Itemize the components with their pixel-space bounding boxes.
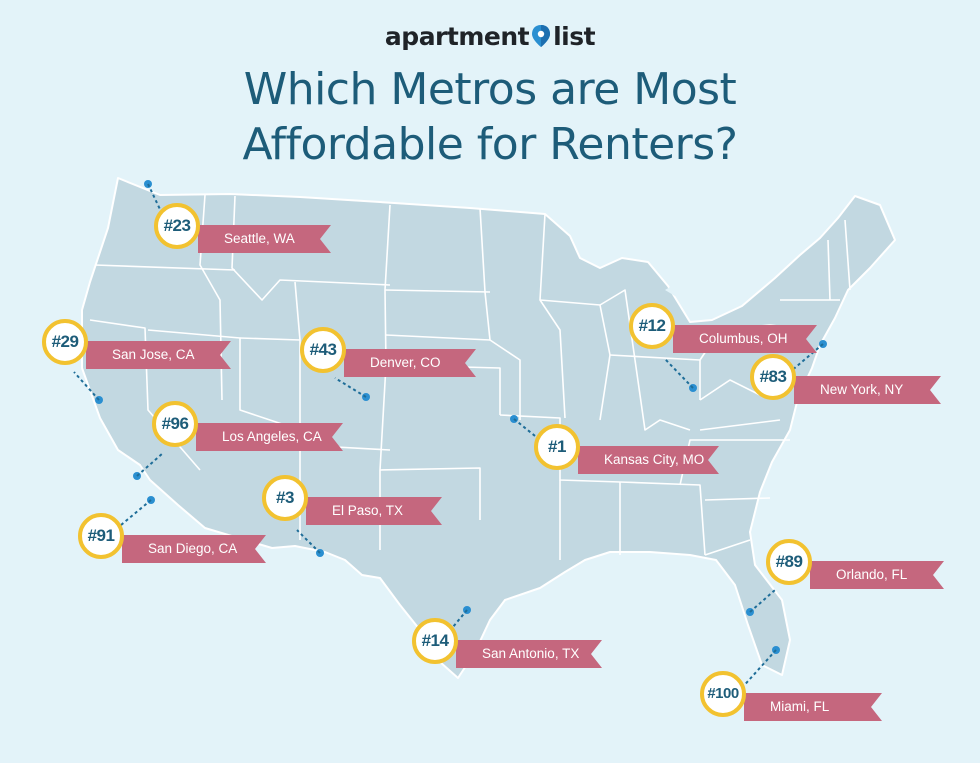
city-label: Los Angeles, CA [196, 423, 343, 451]
page-title-line1: Which Metros are Most [243, 64, 737, 115]
rank-circle: #12 [629, 303, 675, 349]
leader-san-jose [73, 371, 100, 401]
leader-lines [73, 183, 824, 691]
apartment-list-logo: apartment list [0, 22, 980, 51]
map-pin-icon [532, 25, 551, 47]
city-label: New York, NY [794, 376, 941, 404]
leader-miami [739, 649, 777, 691]
rank-circle: #1 [534, 424, 580, 470]
rank-circle: #29 [42, 319, 88, 365]
leader-new-york [789, 343, 824, 373]
rank-circle: #23 [154, 203, 200, 249]
rank-circle: #91 [78, 513, 124, 559]
city-label: El Paso, TX [306, 497, 442, 525]
rank-circle: #100 [700, 671, 746, 717]
city-label: Columbus, OH [673, 325, 817, 353]
page-title-line2: Affordable for Renters? [242, 119, 738, 170]
leader-seattle [147, 183, 167, 223]
rank-circle: #43 [300, 327, 346, 373]
city-label: San Diego, CA [122, 535, 266, 563]
leader-san-diego [114, 499, 152, 531]
leader-denver [334, 377, 367, 398]
rank-circle: #14 [412, 618, 458, 664]
rank-circle: #89 [766, 539, 812, 585]
city-label: San Antonio, TX [456, 640, 602, 668]
city-label: San Jose, CA [86, 341, 231, 369]
rank-circle: #83 [750, 354, 796, 400]
city-label: Miami, FL [744, 693, 882, 721]
logo-text-apartment: apartment [384, 22, 530, 51]
leader-columbus [663, 357, 694, 389]
rank-circle: #3 [262, 475, 308, 521]
city-label: Kansas City, MO [578, 446, 719, 474]
city-label: Denver, CO [344, 349, 476, 377]
rank-circle: #96 [152, 401, 198, 447]
logo-text-list: list [553, 22, 596, 51]
city-label: Orlando, FL [810, 561, 944, 589]
city-label: Seattle, WA [198, 225, 331, 253]
